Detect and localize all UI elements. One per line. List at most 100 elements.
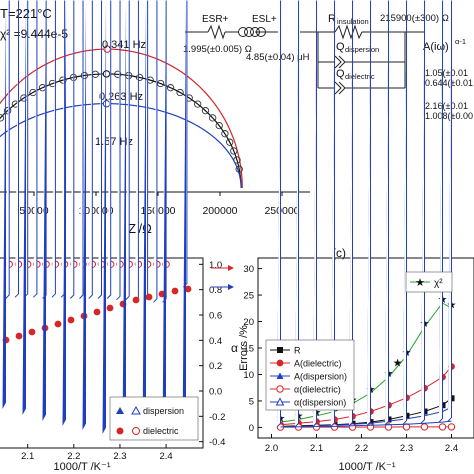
- errors-legend-marker: [277, 347, 283, 353]
- alpha-x-ticks: 2.1 2.2 2.3 2.4: [21, 444, 173, 462]
- esl-label: ESL+: [252, 14, 277, 25]
- diel-value-1: 2.16(±0.01: [425, 101, 468, 111]
- rins-label: R: [328, 13, 336, 25]
- alpha-point-dispersion-filled: [2, 0, 7, 409]
- errors-legend-label: α(dielectric): [294, 385, 341, 395]
- nyquist-point: [215, 121, 223, 130]
- nyquist-point: [194, 100, 202, 108]
- legend-dispersion: dispersion: [143, 406, 184, 416]
- errors-x-tick-label: 2.2: [355, 443, 368, 454]
- alpha-point-dispersion: [79, 0, 84, 299]
- errors-legend-label: A(dispersion): [294, 372, 347, 382]
- errors-point-α(dispersion): [366, 0, 372, 426]
- alpha-point-dispersion: [125, 0, 130, 301]
- errors-y-tick-label: 20: [243, 317, 254, 328]
- errors-point-α(dielectric): [330, 423, 339, 431]
- errors-x-tick-label: 2.3: [400, 443, 413, 454]
- errors-y-tick-label: 25: [243, 291, 254, 302]
- q-dispersion-cpe: [334, 55, 346, 69]
- errors-line-A(dispersion): [280, 406, 452, 428]
- disp-value-1: 1.05(±0.01: [425, 68, 468, 78]
- alpha-x-tick-label: 2.1: [21, 451, 34, 462]
- nyquist-point: [59, 76, 67, 84]
- qdiel-label: Q: [336, 68, 345, 80]
- alpha-point-dispersion: [116, 0, 121, 301]
- alpha-legend: dispersion dielectric: [109, 396, 199, 441]
- errors-point-α(dispersion): [276, 0, 282, 428]
- chi2-label: χ² =9.444e-5: [0, 27, 68, 41]
- esr-value: 1.995(±0.005) Ω: [183, 44, 252, 55]
- errors-legend-label: A(dielectric): [294, 359, 342, 369]
- alpha-point-dielectric-filled: [15, 332, 23, 340]
- esl-inductor: [238, 27, 266, 37]
- errors-point-α(dielectric): [447, 423, 456, 431]
- a-sup: α-1: [455, 37, 466, 46]
- errors-chi-legend: ★ χ²: [405, 271, 453, 293]
- errors-point-α(dispersion): [402, 0, 408, 425]
- errors-x-tick-label: 2.4: [445, 443, 458, 454]
- alpha-axis-label: α: [231, 341, 238, 355]
- errors-legend-label: R: [294, 346, 301, 356]
- alpha-right-tick-label: 0.0: [209, 387, 222, 398]
- nyquist-arcs: [0, 45, 243, 189]
- alpha-point-dielectric-filled: [28, 328, 36, 336]
- errors-x-tick-label: 2.0: [265, 443, 278, 454]
- alpha-point-dielectric-filled: [171, 287, 179, 295]
- insulation-resistor: [334, 24, 363, 40]
- errors-y-tick-label: 30: [243, 264, 254, 275]
- diel-value-2: 1.008(±0.00: [425, 111, 473, 121]
- equivalent-circuit: ESR+ 1.995(±0.005) Ω ESL+ 4.85(±0.04) μH…: [183, 13, 473, 121]
- alpha-right-tick-label: 0.4: [209, 336, 222, 347]
- errors-x-ticks: 2.0 2.1 2.2 2.3 2.4: [265, 434, 458, 454]
- nyquist-x-tick-label: 200000: [202, 205, 237, 217]
- alpha-right-tick-label: -0.2: [209, 412, 225, 423]
- alpha-point-dispersion-filled: [82, 0, 87, 430]
- errors-point-α(dielectric): [438, 423, 447, 431]
- alpha-point-dispersion-filled: [42, 0, 47, 421]
- errors-point-α(dielectric): [312, 423, 321, 431]
- errors-y-label: Errors /%: [238, 325, 250, 371]
- rins-value: 215900(±300) Ω: [380, 13, 449, 24]
- errors-point-α(dispersion): [348, 0, 354, 427]
- nyquist-point: [221, 130, 229, 138]
- errors-legend-marker: [275, 397, 285, 406]
- nyquist-point: [176, 88, 184, 97]
- errors-x-tick-label: 2.1: [310, 443, 323, 454]
- alpha-right-tick-label: 1.0: [209, 260, 222, 271]
- errors-y-tick-label: 0: [249, 423, 254, 434]
- errors-point-α(dispersion): [420, 0, 426, 424]
- nyquist-point: [201, 107, 210, 115]
- alpha-point-dispersion: [14, 0, 20, 298]
- errors-y-ticks: 30 25 20 15 10 5 0: [243, 264, 262, 434]
- alpha-right-tick-label: -0.4: [209, 437, 225, 448]
- nyquist-point: [230, 147, 238, 155]
- q-dielectric-cpe: [334, 81, 346, 95]
- errors-point-α(dispersion): [312, 0, 318, 427]
- esr-resistor: [207, 24, 226, 40]
- errors-plot: Errors /% 30 25 20 15 10 5 0 2.0 2.1 2.2 2.3 2.4 1…: [238, 0, 474, 473]
- nyquist-point: [226, 138, 234, 146]
- a-label: A(iω): [423, 41, 449, 53]
- temperature-label: T=221°C: [0, 6, 52, 21]
- panel-c-label: (c): [332, 246, 346, 260]
- alpha-point-dispersion-filled: [102, 0, 107, 434]
- alpha-point-dispersion: [5, 0, 10, 299]
- alpha-point-dielectric-filled: [93, 308, 101, 316]
- disp-value-2: 0.644(±0.01: [425, 78, 473, 88]
- alpha-data-points: [2, 0, 195, 440]
- alpha-point-dispersion-filled: [22, 0, 27, 415]
- qdiel-sub: dielectric: [345, 72, 375, 81]
- alpha-point-dispersion: [69, 0, 75, 299]
- errors-x-label: 1000/T /K⁻¹: [339, 461, 396, 473]
- alpha-right-ticks: 1.0 0.8 0.6 0.4 0.2 0.0 -0.2 -0.4: [199, 260, 225, 448]
- nyquist-x-ticks: 50000 100000 150000 200000 250000: [19, 192, 300, 217]
- chi-legend-label: χ²: [434, 278, 443, 289]
- alpha-arrows: [211, 265, 234, 290]
- alpha-right-tick-label: 0.2: [209, 361, 222, 372]
- alpha-point-dielectric-filled: [132, 296, 140, 304]
- errors-y-tick-label: 10: [243, 370, 254, 381]
- alpha-x-tick-label: 2.3: [113, 451, 126, 462]
- alpha-point-dispersion-filled: [182, 0, 187, 440]
- errors-point-α(dispersion): [447, 0, 453, 422]
